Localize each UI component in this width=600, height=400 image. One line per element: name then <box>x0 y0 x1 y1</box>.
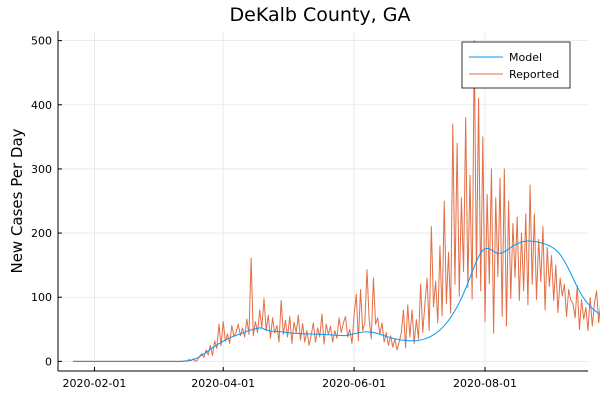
legend-label-reported: Reported <box>509 68 559 81</box>
tick-labels: 2020-02-01 2020-04-01 2020-06-01 2020-08-01… <box>31 35 517 390</box>
y-tick-label: 200 <box>31 227 52 240</box>
axes <box>57 31 588 372</box>
x-tick-label: 2020-04-01 <box>191 377 255 390</box>
series-line-reported <box>73 40 600 362</box>
legend: Model Reported <box>461 41 571 89</box>
y-tick-label: 500 <box>31 35 52 48</box>
y-tick-label: 0 <box>45 355 52 368</box>
x-tick-label: 2020-02-01 <box>63 377 127 390</box>
legend-box <box>461 41 571 89</box>
x-tick-label: 2020-06-01 <box>322 377 386 390</box>
chart-title: DeKalb County, GA <box>230 4 411 26</box>
series-line-model <box>73 240 600 362</box>
plot-series <box>73 40 600 362</box>
y-axis-label: New Cases Per Day <box>8 128 26 273</box>
legend-label-model: Model <box>509 51 542 64</box>
x-tick-label: 2020-08-01 <box>453 377 517 390</box>
y-tick-label: 400 <box>31 99 52 112</box>
y-tick-label: 300 <box>31 163 52 176</box>
y-tick-label: 100 <box>31 291 52 304</box>
